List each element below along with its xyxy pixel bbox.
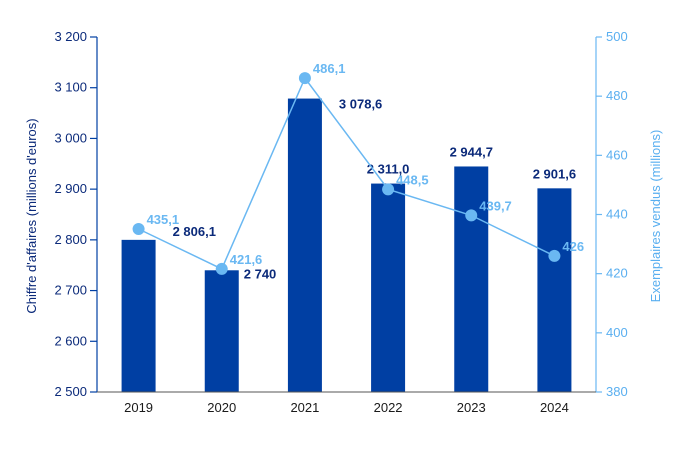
bar [454, 166, 489, 392]
x-axis: 2019 2020 2021 2022 2023 2024 [97, 391, 596, 415]
left-tick-label: 2 500 [54, 384, 87, 399]
line-point [548, 249, 561, 262]
y-axis-title: Chiffre d'affaires (millions d'euros) [24, 118, 39, 313]
bar-data-label: 2 806,1 [173, 224, 216, 239]
bar [121, 239, 156, 392]
left-tick-label: 2 700 [54, 283, 87, 298]
line-point [215, 262, 228, 275]
bar-data-label: 2 944,7 [450, 144, 493, 159]
left-tick-label: 3 000 [54, 130, 87, 145]
right-tick-label: 460 [606, 147, 628, 162]
line-point [132, 222, 145, 235]
line-point [382, 183, 395, 196]
left-tick-label: 2 900 [54, 181, 87, 196]
bar-data-label: 2 901,6 [533, 166, 576, 181]
right-tick-label: 440 [606, 207, 628, 222]
y2-axis-title: Exemplaires vendus (millions) [648, 130, 663, 303]
bar [204, 270, 239, 392]
left-tick-label: 2 600 [54, 333, 87, 348]
line-data-label: 486,1 [313, 61, 346, 76]
line-data-label: 439,7 [479, 198, 512, 213]
line-data-label: 435,1 [147, 212, 180, 227]
x-tick-label: 2023 [457, 400, 486, 415]
bar-data-label: 2 311,0 [367, 162, 410, 177]
line-path [138, 76, 555, 270]
line-point [298, 72, 311, 85]
right-tick-label: 500 [606, 29, 628, 44]
line-data-label: 421,6 [230, 252, 263, 267]
left-tick-label: 2 800 [54, 232, 87, 247]
line-point [465, 209, 478, 222]
bar [537, 188, 572, 392]
bar-series: 2 806,1 2 740 3 078,6 2 311,0 2 944,7 2 901,6 [121, 97, 576, 393]
right-axis: 380 400 420 440 460 480 500 [595, 29, 628, 399]
bar [371, 183, 406, 392]
right-tick-label: 420 [606, 266, 628, 281]
right-tick-label: 380 [606, 384, 628, 399]
line-series: 435,1 421,6 486,1 448,5 439,7 426 [132, 61, 584, 275]
x-tick-label: 2022 [374, 400, 403, 415]
bar-data-label: 3 078,6 [339, 97, 382, 112]
left-tick-label: 3 100 [54, 80, 87, 95]
x-tick-label: 2019 [124, 400, 153, 415]
bar [287, 98, 322, 393]
left-tick-label: 3 200 [54, 29, 87, 44]
right-tick-label: 400 [606, 325, 628, 340]
right-tick-label: 480 [606, 88, 628, 103]
x-tick-label: 2020 [207, 400, 236, 415]
x-tick-label: 2024 [540, 400, 569, 415]
line-data-label: 426 [562, 239, 584, 254]
left-axis: 2 500 2 600 2 700 2 800 2 900 3 000 3 100 3 200 [54, 29, 98, 399]
line-data-label: 448,5 [396, 172, 429, 187]
x-tick-label: 2021 [290, 400, 319, 415]
bar-data-label: 2 740 [244, 266, 277, 281]
